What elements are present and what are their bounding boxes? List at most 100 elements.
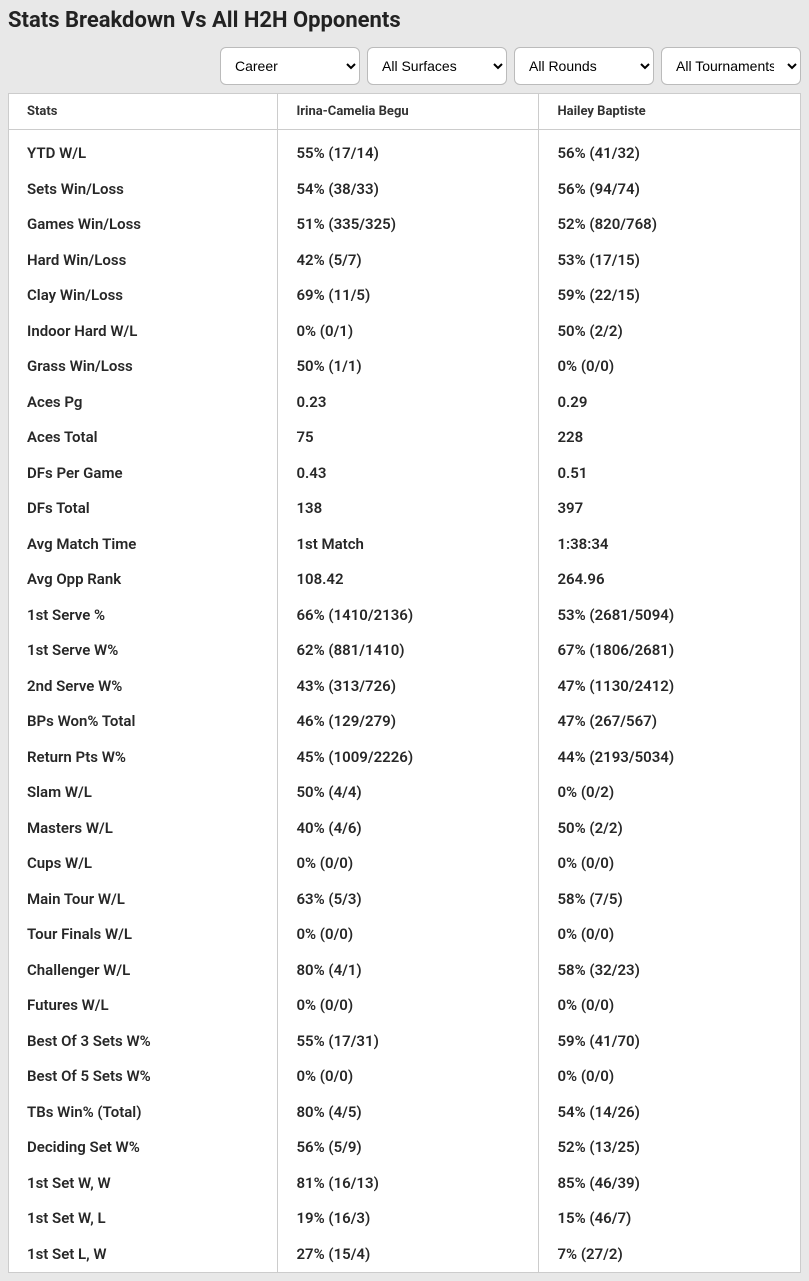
stat-value-cell: 0.51 [539,456,800,492]
table-row: Grass Win/Loss50% (1/1)0% (0/0) [9,349,800,385]
stat-value-cell: 397 [539,491,800,527]
stat-value-cell: 80% (4/1) [278,953,539,989]
stat-value-cell: 228 [539,420,800,456]
stat-value-cell: 264.96 [539,562,800,598]
table-row: Sets Win/Loss54% (38/33)56% (94/74) [9,172,800,208]
stat-value-cell: 15% (46/7) [539,1201,800,1237]
table-row: Best Of 3 Sets W%55% (17/31)59% (41/70) [9,1024,800,1060]
table-row: BPs Won% Total46% (129/279)47% (267/567) [9,704,800,740]
stat-name-cell: DFs Per Game [9,456,278,492]
round-select[interactable]: All Rounds [514,47,654,85]
table-row: DFs Per Game0.430.51 [9,456,800,492]
stat-value-cell: 0% (0/0) [278,988,539,1024]
stat-name-cell: Main Tour W/L [9,882,278,918]
table-row: Challenger W/L80% (4/1)58% (32/23) [9,953,800,989]
stat-name-cell: 1st Set W, L [9,1201,278,1237]
stat-value-cell: 46% (129/279) [278,704,539,740]
stat-value-cell: 0% (0/2) [539,775,800,811]
stat-name-cell: 2nd Serve W% [9,669,278,705]
table-row: DFs Total138397 [9,491,800,527]
stat-name-cell: TBs Win% (Total) [9,1095,278,1131]
stat-value-cell: 69% (11/5) [278,278,539,314]
stat-name-cell: Return Pts W% [9,740,278,776]
stat-value-cell: 0% (0/0) [539,1059,800,1095]
stat-value-cell: 0% (0/0) [539,917,800,953]
table-row: TBs Win% (Total)80% (4/5)54% (14/26) [9,1095,800,1131]
stat-name-cell: YTD W/L [9,130,278,172]
table-row: Best Of 5 Sets W%0% (0/0)0% (0/0) [9,1059,800,1095]
stat-name-cell: Challenger W/L [9,953,278,989]
stat-value-cell: 0% (0/0) [539,988,800,1024]
stat-value-cell: 67% (1806/2681) [539,633,800,669]
table-row: YTD W/L55% (17/14)56% (41/32) [9,130,800,172]
table-row: Indoor Hard W/L0% (0/1)50% (2/2) [9,314,800,350]
stat-value-cell: 19% (16/3) [278,1201,539,1237]
col-header-player1: Irina-Camelia Begu [278,94,539,130]
stats-table: Stats Irina-Camelia Begu Hailey Baptiste… [9,94,800,1272]
table-row: 1st Set W, L19% (16/3)15% (46/7) [9,1201,800,1237]
stat-value-cell: 0.23 [278,385,539,421]
stat-value-cell: 0.29 [539,385,800,421]
stat-value-cell: 40% (4/6) [278,811,539,847]
stat-name-cell: Aces Pg [9,385,278,421]
stat-value-cell: 54% (14/26) [539,1095,800,1131]
stat-value-cell: 56% (41/32) [539,130,800,172]
stat-name-cell: 1st Serve W% [9,633,278,669]
stat-value-cell: 47% (267/567) [539,704,800,740]
table-row: Main Tour W/L63% (5/3)58% (7/5) [9,882,800,918]
stat-name-cell: Best Of 3 Sets W% [9,1024,278,1060]
stat-value-cell: 54% (38/33) [278,172,539,208]
stat-value-cell: 50% (4/4) [278,775,539,811]
stat-name-cell: Clay Win/Loss [9,278,278,314]
table-row: Masters W/L40% (4/6)50% (2/2) [9,811,800,847]
stat-value-cell: 50% (1/1) [278,349,539,385]
page-title: Stats Breakdown Vs All H2H Opponents [8,8,801,33]
stat-value-cell: 58% (32/23) [539,953,800,989]
stat-value-cell: 42% (5/7) [278,243,539,279]
stat-value-cell: 58% (7/5) [539,882,800,918]
stat-value-cell: 55% (17/31) [278,1024,539,1060]
stat-value-cell: 0.43 [278,456,539,492]
stat-value-cell: 27% (15/4) [278,1237,539,1273]
stat-name-cell: 1st Set W, W [9,1166,278,1202]
stat-value-cell: 138 [278,491,539,527]
stat-name-cell: Indoor Hard W/L [9,314,278,350]
stat-value-cell: 81% (16/13) [278,1166,539,1202]
surface-select[interactable]: All Surfaces [367,47,507,85]
stat-name-cell: Deciding Set W% [9,1130,278,1166]
stat-value-cell: 44% (2193/5034) [539,740,800,776]
table-row: Clay Win/Loss69% (11/5)59% (22/15) [9,278,800,314]
stat-value-cell: 56% (5/9) [278,1130,539,1166]
stat-value-cell: 62% (881/1410) [278,633,539,669]
table-row: Cups W/L0% (0/0)0% (0/0) [9,846,800,882]
stat-value-cell: 108.42 [278,562,539,598]
stat-name-cell: Masters W/L [9,811,278,847]
stat-name-cell: Tour Finals W/L [9,917,278,953]
stat-value-cell: 66% (1410/2136) [278,598,539,634]
table-row: Return Pts W%45% (1009/2226)44% (2193/50… [9,740,800,776]
stat-value-cell: 0% (0/0) [278,917,539,953]
stat-value-cell: 47% (1130/2412) [539,669,800,705]
stat-name-cell: 1st Serve % [9,598,278,634]
stats-table-container: Stats Irina-Camelia Begu Hailey Baptiste… [8,93,801,1273]
stat-name-cell: Futures W/L [9,988,278,1024]
stat-value-cell: 52% (13/25) [539,1130,800,1166]
table-row: 1st Serve W%62% (881/1410)67% (1806/2681… [9,633,800,669]
stat-name-cell: Avg Match Time [9,527,278,563]
table-row: 2nd Serve W%43% (313/726)47% (1130/2412) [9,669,800,705]
stat-value-cell: 85% (46/39) [539,1166,800,1202]
stat-value-cell: 0% (0/0) [278,846,539,882]
stat-name-cell: Hard Win/Loss [9,243,278,279]
stat-value-cell: 1st Match [278,527,539,563]
stat-value-cell: 0% (0/1) [278,314,539,350]
tournament-select[interactable]: All Tournaments [661,47,801,85]
stat-name-cell: DFs Total [9,491,278,527]
period-select[interactable]: Career [220,47,360,85]
stat-value-cell: 53% (17/15) [539,243,800,279]
table-row: 1st Serve %66% (1410/2136)53% (2681/5094… [9,598,800,634]
stat-name-cell: Cups W/L [9,846,278,882]
stat-value-cell: 0% (0/0) [539,846,800,882]
stat-value-cell: 0% (0/0) [539,349,800,385]
stat-value-cell: 80% (4/5) [278,1095,539,1131]
stat-value-cell: 50% (2/2) [539,811,800,847]
